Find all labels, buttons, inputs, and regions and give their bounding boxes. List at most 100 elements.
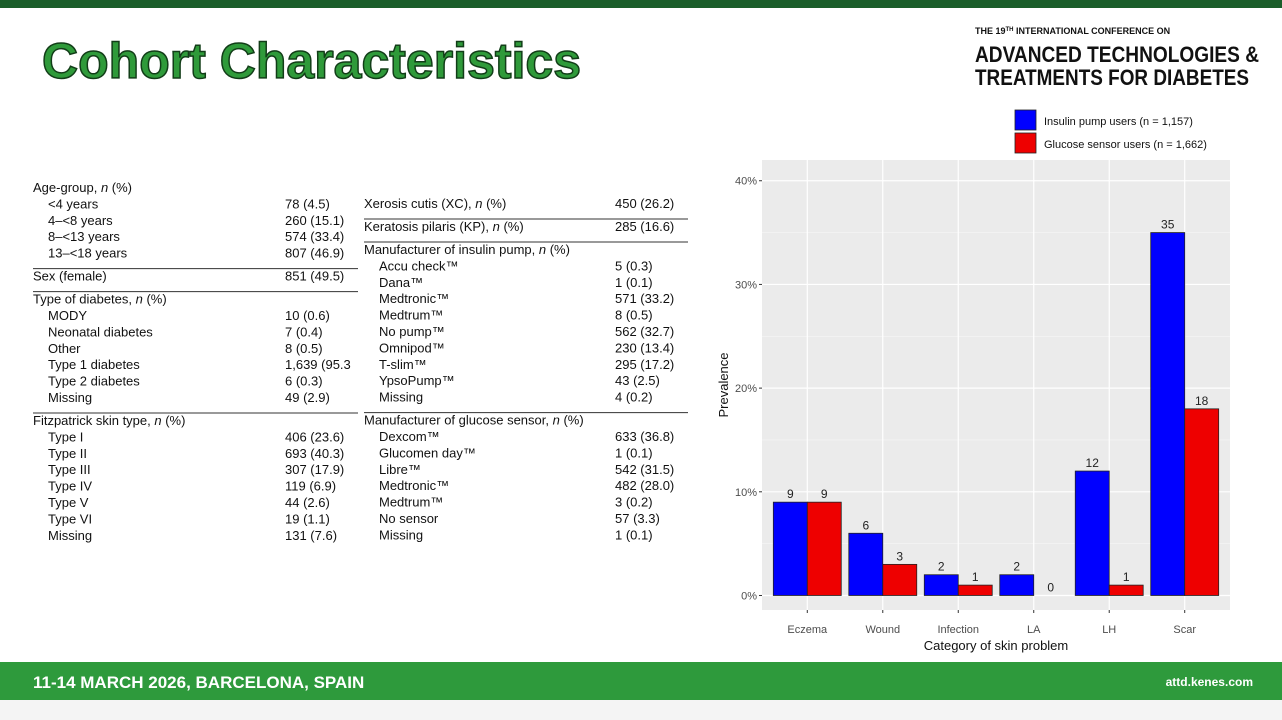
legend-label: Glucose sensor users (n = 1,662) xyxy=(1044,139,1207,151)
row-label: 8–<13 years xyxy=(48,229,120,244)
heading-part: n xyxy=(553,413,560,428)
section-heading: Fitzpatrick skin type, n (%) xyxy=(33,413,185,428)
row-label: Missing xyxy=(48,390,92,405)
heading-part: (%) xyxy=(143,292,167,307)
value-label: 6 xyxy=(862,518,869,532)
row-label: Medtrum™ xyxy=(379,308,443,323)
section-value: 285 (16.6) xyxy=(615,219,674,234)
row-value: 230 (13.4) xyxy=(615,340,674,355)
x-tick-label: LH xyxy=(1102,624,1116,636)
legend-swatch xyxy=(1014,109,1037,131)
row-value: 571 (33.2) xyxy=(615,291,674,306)
section-heading: Type of diabetes, n (%) xyxy=(33,292,167,307)
row-label: Missing xyxy=(379,390,423,405)
row-label: <4 years xyxy=(48,196,99,211)
bar xyxy=(957,584,993,596)
slide-title: Cohort Characteristics xyxy=(42,33,581,89)
bar xyxy=(1150,232,1186,596)
bar xyxy=(806,501,842,596)
y-tick-label: 30% xyxy=(735,279,757,291)
x-tick-label: Wound xyxy=(865,624,900,636)
value-label: 3 xyxy=(896,549,903,563)
row-value: 44 (2.6) xyxy=(285,495,330,510)
row-value: 10 (0.6) xyxy=(285,308,330,323)
row-value: 119 (6.9) xyxy=(285,479,336,494)
row-value: 693 (40.3) xyxy=(285,446,344,461)
row-label: Neonatal diabetes xyxy=(48,324,153,339)
heading-part: Manufacturer of insulin pump, xyxy=(364,242,539,257)
row-value: 57 (3.3) xyxy=(615,511,660,526)
row-value: 1,639 (95.3 xyxy=(285,357,351,372)
row-label: No sensor xyxy=(379,511,439,526)
x-tick-label: LA xyxy=(1027,624,1041,636)
conference-name: TREATMENTS FOR DIABETES xyxy=(975,65,1249,90)
row-label: Glucomen day™ xyxy=(379,445,476,460)
row-label: Medtrum™ xyxy=(379,495,443,510)
conference-prefix: THE 19 xyxy=(975,26,1006,36)
row-label: Type IV xyxy=(48,479,92,494)
bar xyxy=(882,563,918,596)
row-value: 295 (17.2) xyxy=(615,357,674,372)
row-value: 482 (28.0) xyxy=(615,478,674,493)
row-value: 78 (4.5) xyxy=(285,196,330,211)
row-label: Dexcom™ xyxy=(379,429,440,444)
heading-part: Manufacturer of glucose sensor, xyxy=(364,413,553,428)
row-label: Type VI xyxy=(48,511,92,526)
conference-sup: TH xyxy=(1006,27,1014,33)
x-axis-title: Category of skin problem xyxy=(924,638,1069,653)
conference-line: THE 19TH INTERNATIONAL CONFERENCE ON xyxy=(975,26,1170,36)
section-heading: Keratosis pilaris (KP), n (%) xyxy=(364,219,524,234)
footer-strip xyxy=(0,700,1282,720)
heading-part: (%) xyxy=(108,180,132,195)
row-label: T-slim™ xyxy=(379,357,427,372)
row-value: 131 (7.6) xyxy=(285,528,337,543)
row-value: 5 (0.3) xyxy=(615,258,653,273)
row-value: 406 (23.6) xyxy=(285,429,344,444)
section-heading: Age-group, n (%) xyxy=(33,180,132,195)
row-label: Missing xyxy=(379,527,423,542)
row-label: 13–<18 years xyxy=(48,246,128,261)
footer-event: 11-14 MARCH 2026, BARCELONA, SPAIN xyxy=(33,673,364,692)
row-label: Missing xyxy=(48,528,92,543)
value-label: 1 xyxy=(972,570,979,584)
value-label: 0 xyxy=(1047,580,1054,594)
heading-part: (%) xyxy=(162,413,186,428)
heading-part: n xyxy=(475,196,482,211)
value-label: 9 xyxy=(821,487,828,501)
section-value: 851 (49.5) xyxy=(285,269,344,284)
heading-part: (%) xyxy=(482,196,506,211)
bar xyxy=(923,574,959,596)
heading-part: Keratosis pilaris (KP), xyxy=(364,219,493,234)
row-value: 633 (36.8) xyxy=(615,429,674,444)
heading-part: n xyxy=(136,292,143,307)
row-label: Type 1 diabetes xyxy=(48,357,140,372)
value-label: 12 xyxy=(1086,456,1100,470)
y-axis-title: Prevalence xyxy=(716,352,731,417)
row-label: Other xyxy=(48,341,81,356)
heading-part: n xyxy=(101,180,108,195)
row-label: Medtronic™ xyxy=(379,291,449,306)
section-heading: Manufacturer of insulin pump, n (%) xyxy=(364,242,570,257)
heading-part: Xerosis cutis (XC), xyxy=(364,196,475,211)
row-value: 260 (15.1) xyxy=(285,213,344,228)
conference-suffix: INTERNATIONAL CONFERENCE ON xyxy=(1014,26,1171,36)
row-label: Libre™ xyxy=(379,462,421,477)
row-label: 4–<8 years xyxy=(48,213,113,228)
heading-part: Age-group, xyxy=(33,180,101,195)
row-value: 4 (0.2) xyxy=(615,390,653,405)
heading-part: n xyxy=(539,242,546,257)
row-value: 49 (2.9) xyxy=(285,390,330,405)
x-tick-label: Scar xyxy=(1173,624,1196,636)
top-band xyxy=(0,0,1282,8)
heading-part: Fitzpatrick skin type, xyxy=(33,413,154,428)
row-label: Type 2 diabetes xyxy=(48,374,140,389)
row-value: 6 (0.3) xyxy=(285,374,323,389)
footer-url: attd.kenes.com xyxy=(1166,675,1253,689)
row-label: Type III xyxy=(48,462,91,477)
heading-part: (%) xyxy=(560,413,584,428)
section-heading: Manufacturer of glucose sensor, n (%) xyxy=(364,413,584,428)
bar xyxy=(1108,584,1144,596)
row-value: 1 (0.1) xyxy=(615,527,653,542)
